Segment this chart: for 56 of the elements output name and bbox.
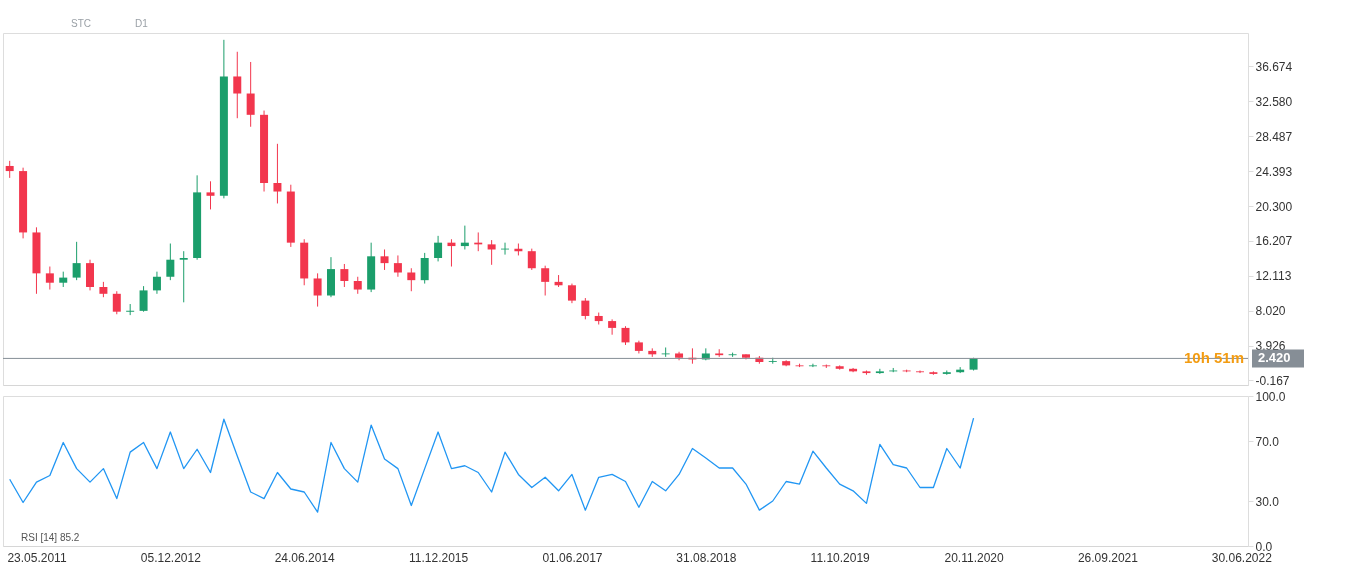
candlestick bbox=[541, 265, 550, 297]
candlestick bbox=[72, 241, 81, 281]
candlestick bbox=[246, 61, 255, 128]
candlestick bbox=[875, 368, 884, 375]
y-tick-label: 32.580 bbox=[1255, 94, 1293, 109]
annotation: 10h 51m bbox=[1183, 349, 1244, 367]
x-tick-label: 31.08.2018 bbox=[676, 550, 737, 565]
candlestick bbox=[45, 266, 54, 291]
candlestick bbox=[808, 363, 817, 368]
candlestick bbox=[407, 267, 416, 292]
candlestick bbox=[233, 51, 242, 119]
candlestick bbox=[420, 252, 429, 285]
candlestick bbox=[273, 143, 282, 204]
text: D1 bbox=[135, 18, 149, 29]
x-tick-label: 05.12.2012 bbox=[140, 550, 202, 565]
x-tick-label: 24.06.2014 bbox=[274, 550, 336, 565]
candlestick bbox=[621, 325, 630, 346]
candlestick bbox=[179, 250, 188, 303]
candlestick bbox=[166, 243, 175, 281]
line-series bbox=[9, 417, 975, 513]
y-tick-label: 70.0 bbox=[1255, 434, 1280, 449]
candlestick bbox=[86, 259, 95, 291]
candlestick bbox=[152, 271, 161, 295]
x-tick-label: 20.11.2020 bbox=[944, 550, 1004, 565]
y-tick-label: 8.020 bbox=[1255, 304, 1286, 319]
candlestick bbox=[608, 318, 617, 336]
y-tick-label: 36.674 bbox=[1255, 59, 1293, 74]
y-tick-label: 12.113 bbox=[1255, 269, 1292, 284]
candlestick bbox=[434, 235, 443, 262]
candlestick bbox=[313, 272, 322, 308]
candlestick bbox=[126, 303, 135, 316]
candlestick bbox=[527, 248, 536, 271]
y-tick-label: 30.0 bbox=[1255, 494, 1280, 509]
y-tick-label: -0.167 bbox=[1255, 373, 1290, 388]
candlestick bbox=[567, 283, 576, 304]
y-tick-label: 24.393 bbox=[1255, 164, 1293, 179]
candlestick bbox=[393, 254, 402, 278]
x-tick-label: 26.09.2021 bbox=[1077, 550, 1139, 565]
y-tick-label: 16.207 bbox=[1255, 234, 1293, 249]
candlestick bbox=[139, 285, 148, 313]
y-tick-label: 28.487 bbox=[1255, 129, 1293, 144]
candlestick bbox=[340, 263, 349, 288]
candlestick bbox=[661, 347, 670, 358]
annotation: RSI [14] 85.2 bbox=[21, 532, 80, 543]
candlestick bbox=[581, 297, 590, 320]
x-tick-label: 23.05.2011 bbox=[7, 550, 67, 565]
x-tick-label: 11.12.2015 bbox=[408, 550, 469, 565]
y-tick-label: 100.0 bbox=[1255, 389, 1286, 404]
candlestick bbox=[380, 248, 389, 271]
x-tick-label: 11.10.2019 bbox=[810, 550, 871, 565]
candlestick bbox=[206, 180, 215, 210]
candlestick bbox=[112, 290, 121, 315]
candlestick bbox=[487, 239, 496, 266]
text: STC bbox=[71, 18, 91, 29]
y-tick-label: 20.300 bbox=[1255, 199, 1293, 214]
x-tick-label: 01.06.2017 bbox=[542, 550, 603, 565]
